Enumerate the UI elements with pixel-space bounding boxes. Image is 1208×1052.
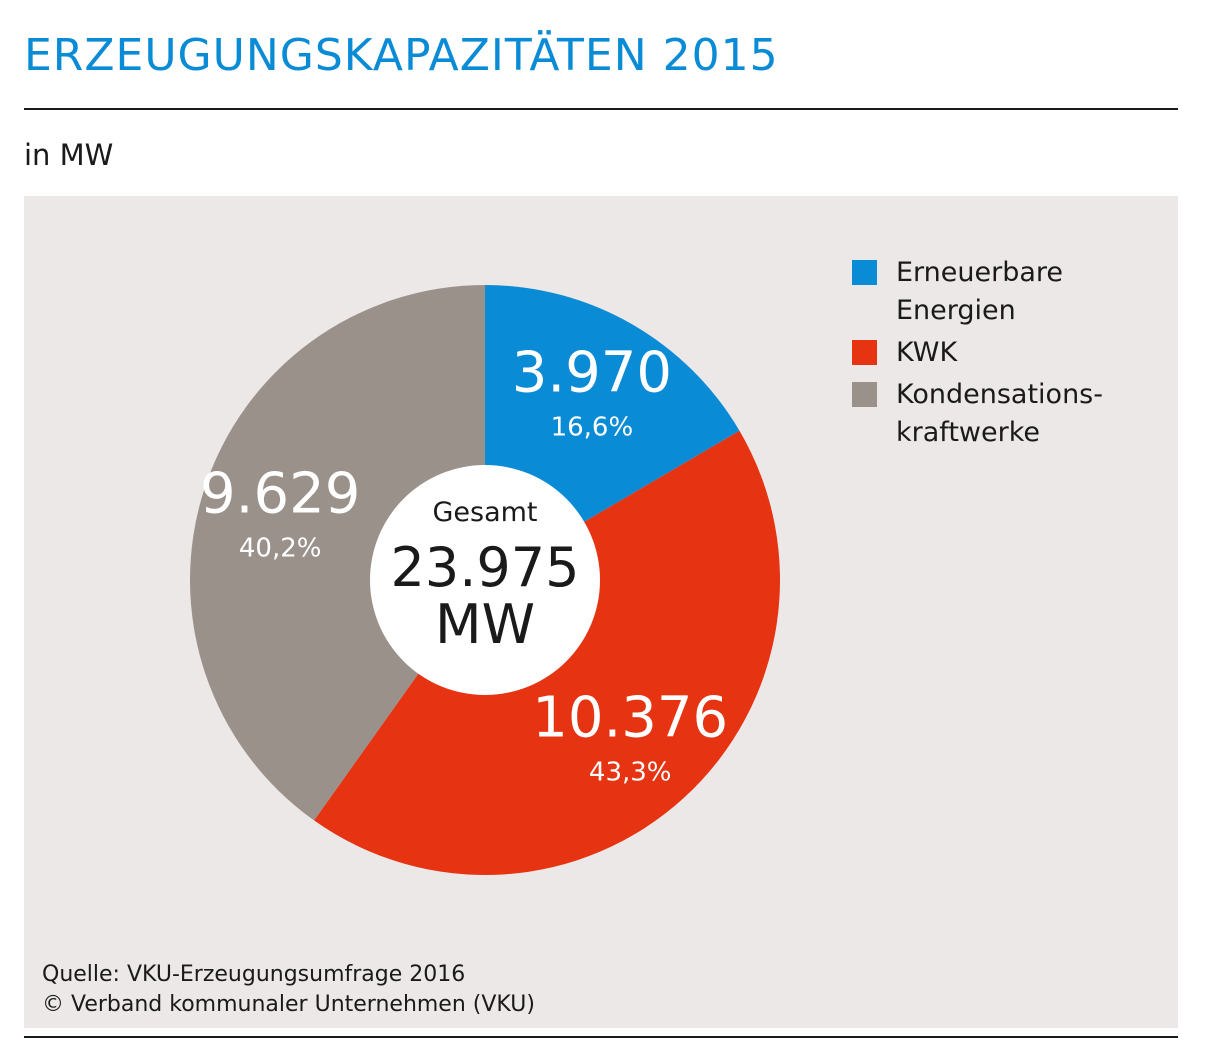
slice-value-label-erneuerbare: 3.970 [512, 340, 672, 405]
copyright-line: © Verband kommunaler Unternehmen (VKU) [42, 992, 535, 1017]
legend-label-erneuerbare: Erneuerbare Energien [896, 257, 1064, 326]
center-label: Gesamt [432, 497, 537, 528]
bottom-divider [24, 1036, 1178, 1038]
legend-swatch-kondensation [852, 382, 877, 407]
legend-swatch-kwk [852, 340, 877, 365]
center-total-unit: MW [435, 593, 535, 656]
slice-value-label-kondensation: 9.629 [200, 462, 360, 527]
center-total-value: 23.975 [391, 536, 580, 599]
legend-item-kwk: KWK [852, 334, 1172, 372]
source-line: Quelle: VKU-Erzeugungsumfrage 2016 [42, 962, 466, 987]
unit-label: in MW [24, 138, 114, 172]
slice-value-label-kwk: 10.376 [532, 686, 728, 751]
legend-item-kondensation: Kondensations- kraftwerke [852, 376, 1172, 452]
legend-item-erneuerbare: Erneuerbare Energien [852, 254, 1172, 330]
title-divider [24, 108, 1178, 110]
slice-percent-label-erneuerbare: 16,6% [551, 412, 634, 442]
slice-percent-label-kondensation: 40,2% [239, 534, 322, 564]
legend-label-kwk: KWK [896, 337, 958, 368]
slice-percent-label-kwk: 43,3% [589, 758, 672, 788]
page-title: ERZEUGUNGSKAPAZITÄTEN 2015 [24, 30, 779, 81]
chart-legend: Erneuerbare Energien KWK Kondensations- … [852, 254, 1172, 456]
donut-center-hole [370, 465, 600, 695]
pie-slice-kondensation [189, 285, 485, 821]
source-note: Quelle: VKU-Erzeugungsumfrage 2016 © Ver… [42, 960, 535, 1020]
legend-label-kondensation: Kondensations- kraftwerke [896, 379, 1103, 448]
legend-swatch-erneuerbare [852, 260, 877, 285]
